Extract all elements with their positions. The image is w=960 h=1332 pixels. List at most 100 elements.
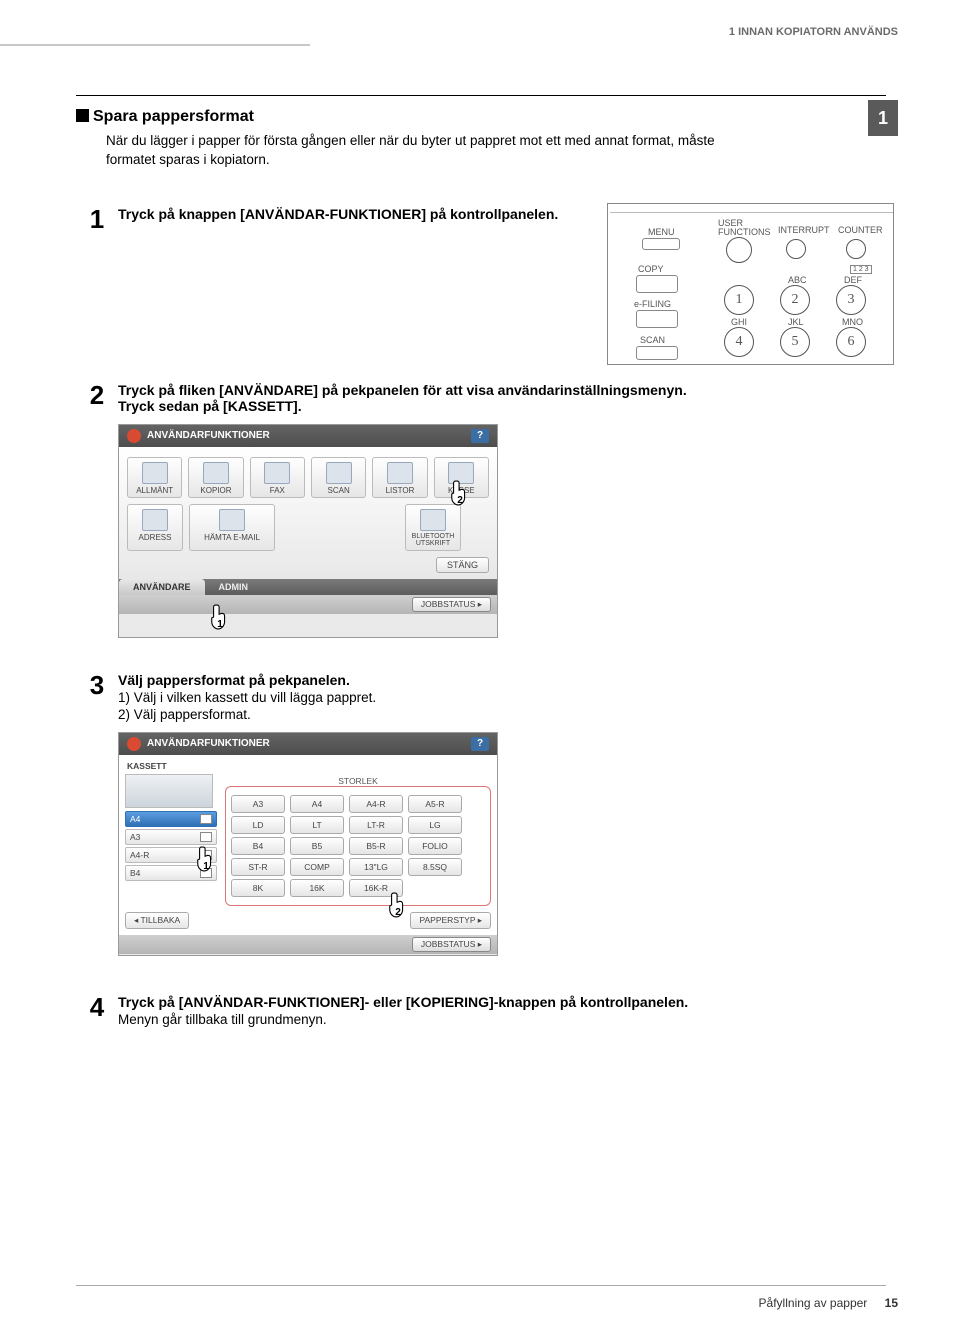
tab-anvandare[interactable]: ANVÄNDARE [119,579,205,595]
pointer-1-icon: 1 [195,845,217,873]
size-ltr[interactable]: LT-R [349,816,403,834]
svg-text:2: 2 [457,495,463,506]
size-8k[interactable]: 8K [231,879,285,897]
screenshot-kassett: ANVÄNDARFUNKTIONER ? KASSETT A4 A3 A4-R … [118,732,498,956]
efiling-button[interactable] [636,310,678,328]
back-button[interactable]: ◂ TILLBAKA [125,912,189,929]
counter-button[interactable] [846,239,866,259]
keypad-4[interactable]: 4 [724,327,754,357]
step-3: 3 Välj pappersformat på pekpanelen. 1) V… [76,672,886,722]
btn-adress[interactable]: ADRESS [127,504,183,551]
header-rule [0,44,310,46]
menu-button[interactable] [642,238,680,250]
label-user-functions: USER FUNCTIONS [718,219,771,238]
step-4: 4 Tryck på [ANVÄNDAR-FUNKTIONER]- eller … [76,994,886,1027]
btn-bluetooth[interactable]: BLUETOOTH UTSKRIFT [405,504,461,551]
printer-illustration [125,774,213,808]
size-b5[interactable]: B5 [290,837,344,855]
home-icon[interactable] [127,737,141,751]
size-a5r[interactable]: A5-R [408,795,462,813]
svg-text:1: 1 [203,861,209,872]
step-1-number: 1 [76,206,118,232]
step-2-number: 2 [76,382,118,414]
step-3-number: 3 [76,672,118,722]
keypad-2[interactable]: 2 [780,285,810,315]
copy-button[interactable] [636,275,678,293]
pointer-1-icon: 1 [209,603,231,631]
keypad-1[interactable]: 1 [724,285,754,315]
size-lt[interactable]: LT [290,816,344,834]
tab-admin[interactable]: ADMIN [205,579,263,595]
size-ld[interactable]: LD [231,816,285,834]
size-13lg[interactable]: 13"LG [349,858,403,876]
step-3-li2: 2) Välj pappersformat. [118,707,886,722]
step-4-sub: Menyn går tillbaka till grundmenyn. [118,1012,886,1027]
tray-list: A4 A3 A4-R B4 [125,774,217,906]
btn-scan[interactable]: SCAN [311,457,366,498]
step-3-li1: 1) Välj i vilken kassett du vill lägga p… [118,690,886,705]
control-panel-figure: MENU COPY e-FILING SCAN USER FUNCTIONS I… [607,203,894,365]
help-button[interactable]: ? [471,737,489,751]
pointer-2-icon: 2 [387,891,409,919]
label-scan: SCAN [640,335,665,345]
paper-size-grid: A3 A4 A4-R A5-R LD LT LT-R LG B4 [225,786,491,906]
size-a4[interactable]: A4 [290,795,344,813]
keypad-5[interactable]: 5 [780,327,810,357]
label-counter: COUNTER [838,225,883,235]
btn-kopior[interactable]: KOPIOR [188,457,243,498]
size-a3[interactable]: A3 [231,795,285,813]
step-4-number: 4 [76,994,118,1027]
small-123: 1 2 3 [850,265,872,274]
btn-listor[interactable]: LISTOR [372,457,427,498]
jobbstatus-button[interactable]: JOBBSTATUS ▸ [412,937,491,952]
label-jkl: JKL [788,317,804,327]
step-2: 2 Tryck på fliken [ANVÄNDARE] på pekpane… [76,382,886,414]
size-85sq[interactable]: 8.5SQ [408,858,462,876]
size-b4[interactable]: B4 [231,837,285,855]
screen2-title: ANVÄNDARFUNKTIONER [147,738,270,749]
btn-hamta-email[interactable]: HÄMTA E-MAIL [189,504,275,551]
keypad-3[interactable]: 3 [836,285,866,315]
btn-fax[interactable]: FAX [250,457,305,498]
footer-rule [76,1285,886,1286]
size-folio[interactable]: FOLIO [408,837,462,855]
home-icon[interactable] [127,429,141,443]
size-sublabel: STORLEK [225,776,491,786]
label-interrupt: INTERRUPT [778,225,830,235]
size-16k[interactable]: 16K [290,879,344,897]
scan-button[interactable] [636,346,678,360]
close-button[interactable]: STÄNG [436,557,489,573]
jobbstatus-button[interactable]: JOBBSTATUS ▸ [412,597,491,612]
kassett-heading: KASSETT [127,761,491,771]
footer: Påfyllning av papper 15 [759,1296,898,1310]
screen1-titlebar: ANVÄNDARFUNKTIONER ? [119,425,497,447]
size-str[interactable]: ST-R [231,858,285,876]
papperstyp-button[interactable]: PAPPERSTYP ▸ [410,912,491,929]
section-title-text: Spara pappersformat [93,108,254,125]
btn-allmant[interactable]: ALLMÄNT [127,457,182,498]
user-functions-button[interactable] [726,237,752,263]
size-lg[interactable]: LG [408,816,462,834]
label-copy: COPY [638,264,664,274]
size-comp[interactable]: COMP [290,858,344,876]
interrupt-button[interactable] [786,239,806,259]
size-a4r[interactable]: A4-R [349,795,403,813]
tray-2[interactable]: A3 [125,829,217,845]
help-button[interactable]: ? [471,429,489,443]
keypad-6[interactable]: 6 [836,327,866,357]
screen1-status-row: JOBBSTATUS ▸ [119,595,497,614]
label-menu: MENU [648,227,675,237]
tray-1[interactable]: A4 [125,811,217,827]
label-mno: MNO [842,317,863,327]
section-intro: När du lägger i papper för första gången… [106,132,726,170]
running-head: 1 INNAN KOPIATORN ANVÄNDS [729,26,898,38]
section-rule [76,95,886,96]
section-title: Spara pappersformat [76,108,886,126]
step-4-title: Tryck på [ANVÄNDAR-FUNKTIONER]- eller [K… [118,994,886,1010]
label-ghi: GHI [731,317,747,327]
label-abc: ABC [788,275,807,285]
screen2-body: KASSETT A4 A3 A4-R B4 STORLEK A3 A4 A4- [119,755,497,935]
size-b5r[interactable]: B5-R [349,837,403,855]
step-2-title: Tryck på fliken [ANVÄNDARE] på pekpanele… [118,382,687,398]
step-2-sub: Tryck sedan på [KASSETT]. [118,398,886,414]
